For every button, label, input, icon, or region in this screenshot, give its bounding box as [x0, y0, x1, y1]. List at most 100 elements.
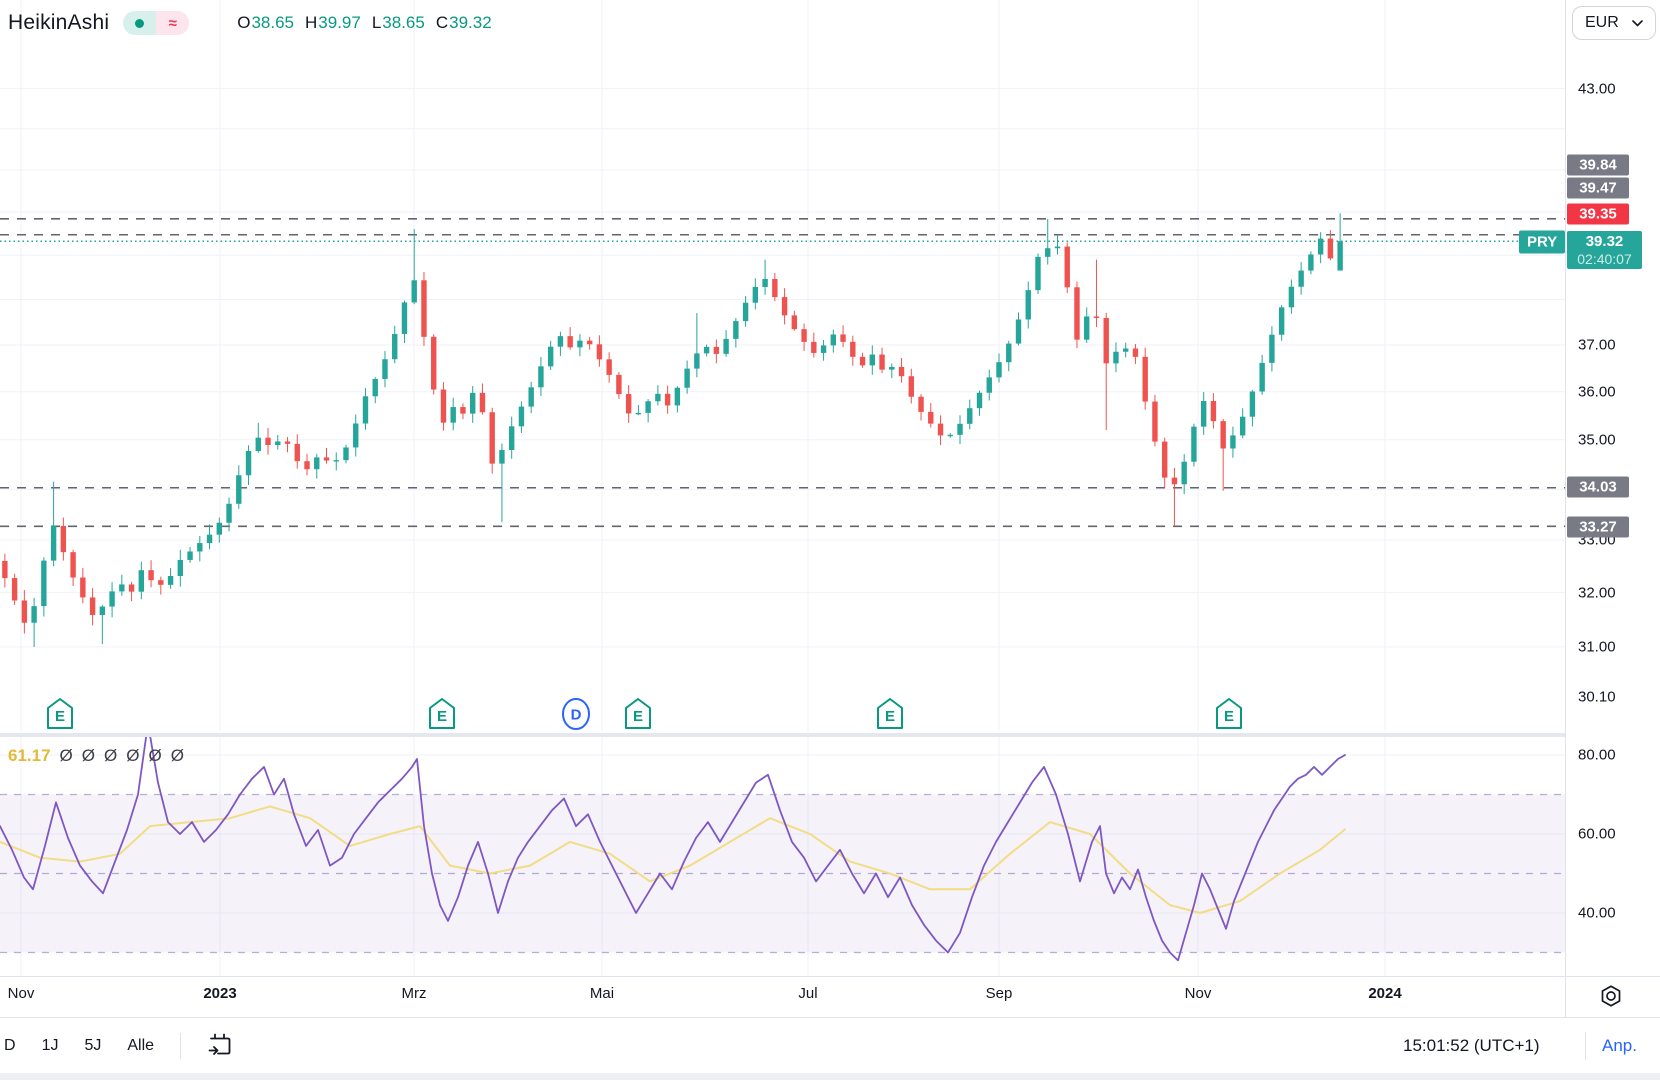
candle-body [138, 570, 145, 592]
candle-body [1230, 435, 1236, 449]
candle-body [177, 559, 184, 576]
candle-body [353, 423, 359, 448]
svg-text:E: E [437, 708, 447, 725]
candle-body [1239, 416, 1246, 436]
go-to-date-button[interactable] [207, 1033, 233, 1059]
currency-dropdown[interactable]: EUR [1572, 6, 1656, 40]
candle-body [1269, 334, 1275, 363]
candle-body [469, 392, 476, 414]
candle-body [148, 570, 154, 581]
candle-body [1084, 316, 1090, 340]
candle-body [742, 302, 749, 322]
range-button-5j[interactable]: 5J [84, 1036, 102, 1054]
candle-body [1259, 362, 1265, 392]
earnings-event-badge[interactable]: E [47, 698, 73, 729]
open-value: 38.65 [251, 13, 294, 32]
rsi-ma-value: 61.17 [8, 746, 51, 765]
toolbar-divider [180, 1032, 182, 1059]
candle-body [216, 522, 222, 535]
candle-body [928, 411, 934, 424]
range-button-1j[interactable]: 1J [41, 1036, 59, 1054]
data-status-pill: ≈ [123, 11, 190, 35]
earnings-event-badge[interactable]: E [1216, 698, 1242, 729]
candle-body [918, 396, 924, 412]
candle-body [499, 449, 505, 464]
candle-body [1161, 441, 1168, 478]
low-label: L [371, 13, 382, 32]
candle-body [265, 437, 271, 446]
empty-set-icon: Ø [81, 746, 96, 765]
candle-body [99, 606, 106, 615]
time-axis-label: Mai [589, 985, 615, 1002]
delayed-data-button[interactable]: ≈ [156, 11, 190, 35]
price-scale[interactable]: 43.00 37.00 36.00 35.00 33.00 32.00 31.00 30.10… [1566, 0, 1660, 976]
candle-body [898, 366, 905, 377]
open-label: O [237, 13, 251, 32]
range-button-alle[interactable]: Alle [127, 1036, 155, 1054]
toolbar-divider [1585, 1032, 1586, 1060]
candle-body [1142, 356, 1148, 402]
candle-body [830, 334, 837, 346]
scale-label: 36.00 [1578, 383, 1616, 401]
candle-body [1171, 477, 1178, 485]
candle-body [158, 580, 164, 585]
empty-set-icon: Ø [170, 746, 184, 765]
candle-body [762, 278, 768, 287]
candle-body [236, 475, 242, 504]
candle-body [1288, 286, 1295, 308]
scale-label: 40.00 [1578, 904, 1616, 922]
range-buttons: D 1J 5J Alle [4, 1018, 233, 1073]
market-status-button[interactable] [123, 11, 157, 35]
candle-body [1210, 401, 1217, 422]
low-value: 38.65 [382, 13, 425, 32]
range-button-d[interactable]: D [4, 1036, 16, 1054]
candle-body [304, 461, 310, 470]
candle-body [1113, 351, 1119, 364]
price-badge-last: 39.32 02:40:07 [1567, 231, 1642, 269]
candle-body [479, 392, 486, 413]
earnings-event-badge[interactable]: E [877, 698, 903, 729]
candle-body [850, 341, 856, 357]
chart-legend: HeikinAshi ≈ O 38.65 H 39.97 L 38.65 C 39.32 [8, 8, 492, 38]
candle-body [1035, 256, 1041, 291]
adjust-button[interactable]: Anp. [1602, 1018, 1637, 1073]
candle-body [733, 321, 739, 339]
dividend-event-badge[interactable]: D [562, 698, 590, 730]
candle-body [840, 334, 846, 342]
candle-body [1093, 316, 1100, 318]
price-badge-level: 39.47 [1567, 177, 1629, 199]
candle-body [538, 366, 544, 388]
candle-body [1317, 238, 1324, 255]
candle-body [908, 376, 914, 397]
horizontal-scrollbar[interactable] [0, 1073, 1660, 1080]
price-badge-level: 34.03 [1567, 476, 1629, 498]
scale-label: 30.10 [1578, 688, 1616, 706]
scale-label: 32.00 [1578, 584, 1616, 602]
candle-body [947, 434, 953, 437]
time-axis-separator [0, 976, 1660, 977]
candle-body [372, 378, 378, 397]
candle-body [89, 597, 96, 615]
candle-body [1025, 290, 1031, 320]
scale-settings-gear-icon[interactable] [1598, 983, 1624, 1009]
candle-body [314, 457, 320, 470]
pane-separator[interactable] [0, 733, 1565, 737]
candle-body [440, 389, 447, 423]
chevron-down-icon [1632, 19, 1643, 27]
candle-body [1132, 348, 1139, 357]
candle-body [976, 392, 983, 409]
candle-body [889, 366, 895, 370]
candle-body [1298, 270, 1304, 287]
earnings-event-badge[interactable]: E [625, 698, 651, 729]
clock-button[interactable]: 15:01:52 (UTC+1) [1403, 1018, 1540, 1073]
candle-body [1278, 307, 1285, 335]
candle-body [392, 333, 398, 360]
candle-body [80, 577, 86, 598]
time-axis[interactable]: Nov 2023 Mrz Mai Jul Sep Nov 2024 [0, 977, 1565, 1017]
candle-body [567, 336, 573, 348]
earnings-event-badge[interactable]: E [429, 698, 455, 729]
